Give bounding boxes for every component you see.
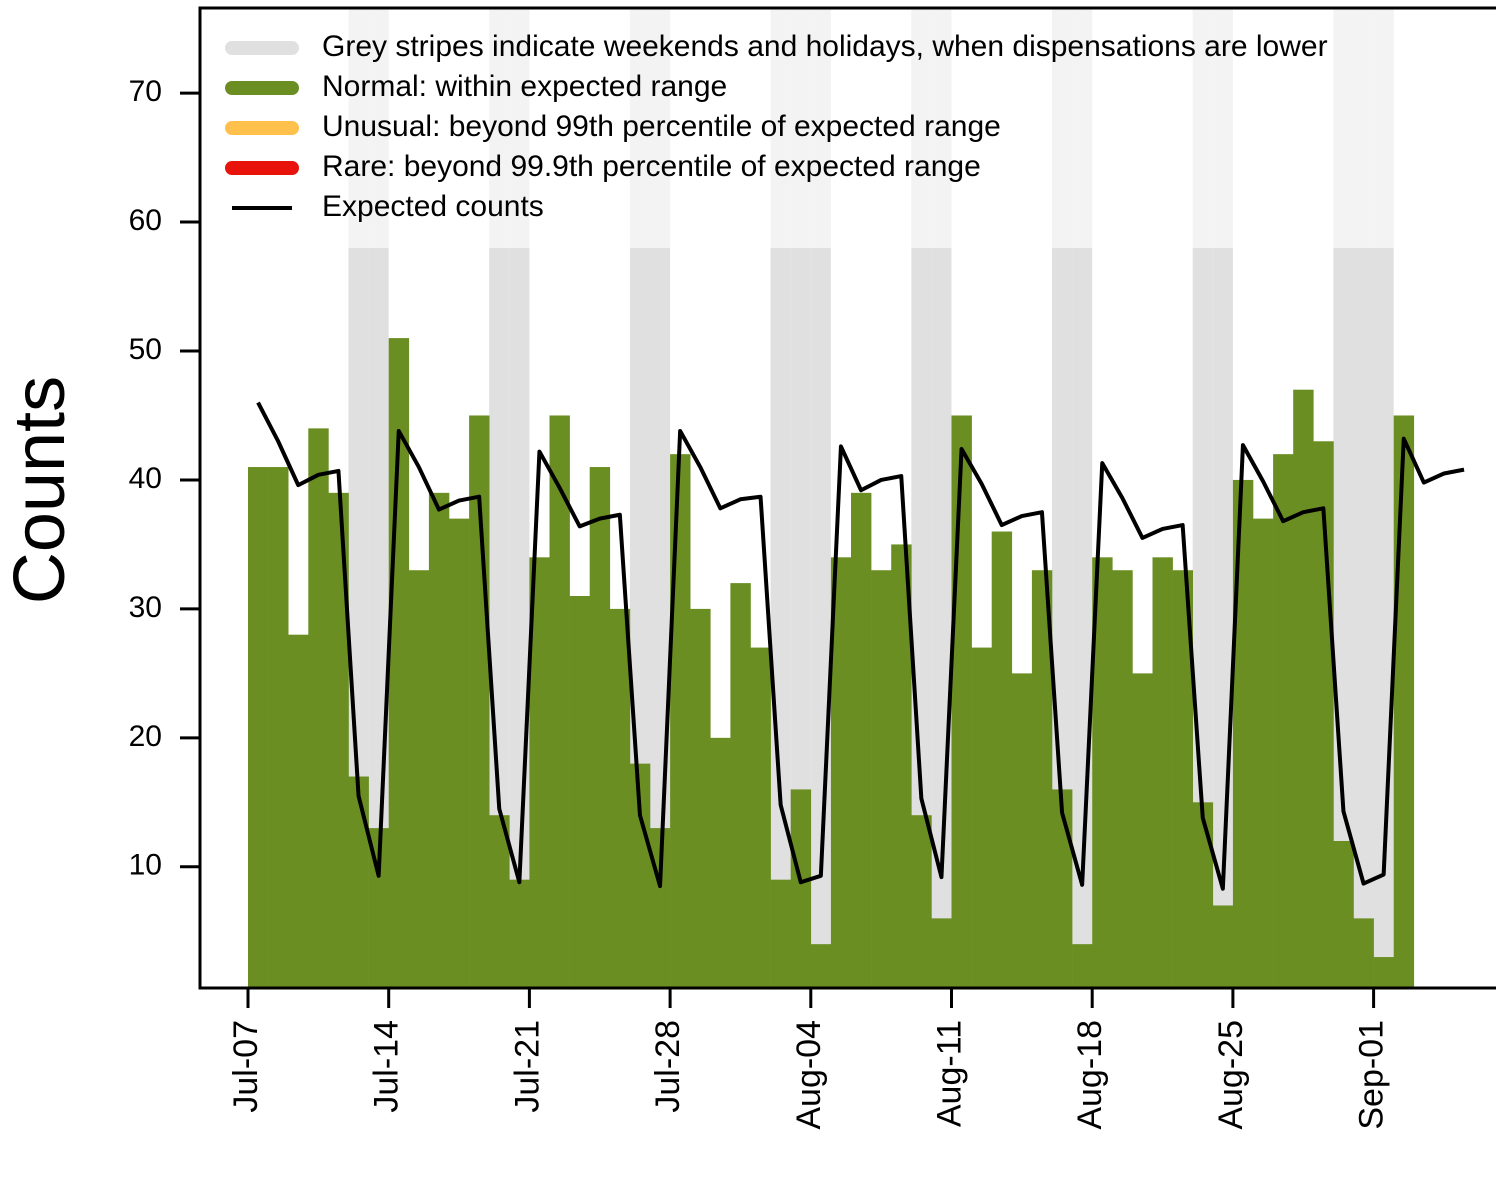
bar	[1273, 454, 1294, 988]
bar	[1293, 389, 1314, 988]
x-tick-label: Jul-14	[368, 1020, 406, 1113]
bar	[770, 879, 791, 988]
y-axis-label: Counts	[0, 376, 80, 604]
x-tick-label: Jul-07	[227, 1020, 265, 1113]
bar	[911, 815, 932, 988]
bar	[1212, 905, 1234, 988]
bar	[1333, 841, 1354, 988]
bar	[991, 531, 1013, 988]
bar	[308, 428, 329, 988]
bar	[509, 879, 530, 988]
bar	[549, 415, 570, 988]
bar	[690, 608, 711, 988]
bar	[891, 544, 912, 988]
x-tick-label: Aug-25	[1212, 1020, 1250, 1130]
bar	[1112, 570, 1133, 988]
bar	[569, 596, 590, 988]
bar	[1373, 957, 1394, 988]
bar	[931, 918, 952, 988]
bar	[670, 454, 691, 988]
bar	[971, 647, 992, 988]
bar	[1031, 570, 1053, 988]
legend-label: Normal: within expected range	[322, 70, 727, 103]
bar	[1092, 557, 1113, 988]
bar	[1253, 518, 1274, 988]
bar	[268, 467, 289, 989]
bar	[589, 467, 611, 989]
bar	[730, 583, 751, 988]
bar	[1011, 673, 1033, 988]
bar	[1072, 944, 1093, 988]
bar	[609, 608, 631, 988]
x-tick-label: Aug-18	[1071, 1020, 1109, 1130]
bar	[428, 492, 450, 988]
weekend-stripe	[790, 8, 811, 988]
bar	[1132, 673, 1153, 988]
bar	[288, 634, 309, 988]
bar	[790, 789, 812, 988]
bar	[328, 492, 349, 988]
y-tick-label: 10	[129, 849, 162, 882]
legend-background	[200, 8, 1496, 248]
bar	[1152, 557, 1173, 988]
bar	[1232, 479, 1254, 988]
bar	[1052, 789, 1073, 988]
bar	[1172, 570, 1193, 988]
bar	[449, 518, 470, 988]
x-tick-label: Sep-01	[1353, 1020, 1391, 1130]
bar	[489, 815, 510, 988]
y-tick-label: 70	[129, 75, 162, 108]
y-tick-label: 60	[129, 204, 162, 237]
bar	[348, 776, 369, 988]
bar	[951, 415, 972, 988]
legend-label: Expected counts	[322, 190, 544, 223]
legend-label: Rare: beyond 99.9th percentile of expect…	[322, 150, 981, 183]
x-tick-label: Aug-11	[930, 1020, 968, 1127]
bar	[851, 492, 872, 988]
bar	[1393, 415, 1415, 988]
bar	[248, 467, 269, 989]
expected-line	[256, 401, 1465, 891]
y-tick-label: 40	[129, 462, 162, 495]
bar	[1192, 802, 1214, 988]
y-tick-label: 20	[129, 720, 162, 753]
bar	[871, 570, 892, 988]
bar	[529, 557, 550, 988]
y-tick-label: 50	[129, 333, 162, 366]
bar	[408, 570, 430, 988]
bar	[1353, 918, 1374, 988]
bar	[629, 763, 651, 988]
legend-label: Grey stripes indicate weekends and holid…	[322, 30, 1328, 63]
bar	[750, 647, 771, 988]
y-tick-label: 30	[129, 591, 162, 624]
x-tick-label: Jul-28	[649, 1020, 687, 1113]
bar	[810, 944, 832, 988]
x-tick-label: Jul-21	[508, 1020, 546, 1113]
bar	[368, 828, 389, 988]
x-tick-label: Aug-04	[790, 1020, 828, 1130]
bar	[710, 737, 731, 988]
plot-frame	[198, 6, 1496, 990]
weekend-stripe	[1353, 8, 1374, 988]
legend-label: Unusual: beyond 99th percentile of expec…	[322, 110, 1001, 143]
bar	[830, 557, 852, 988]
